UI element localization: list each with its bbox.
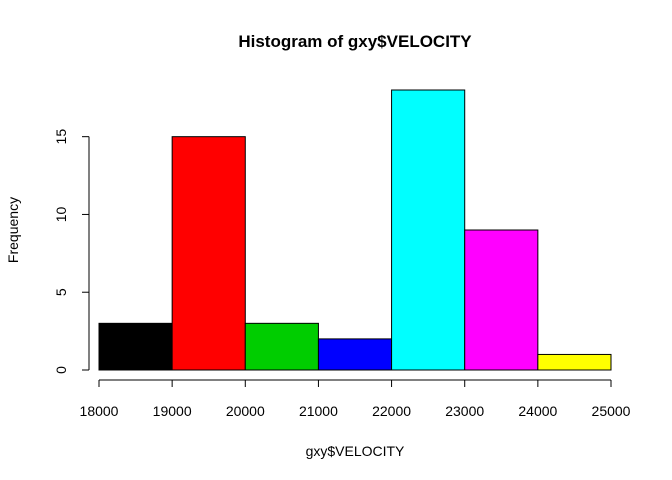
- x-tick-label: 21000: [299, 403, 338, 419]
- x-axis: 18000 19000 20000 21000 22000 23000 24000 25000: [80, 379, 631, 419]
- y-tick-label: 10: [53, 206, 69, 222]
- histogram-bar-3: [244, 322, 319, 371]
- x-tick-label: 19000: [153, 403, 192, 419]
- histogram-bar-4: [317, 338, 393, 371]
- y-tick-label: 15: [53, 129, 69, 145]
- x-tick-label: 22000: [372, 403, 411, 419]
- x-tick-label: 24000: [518, 403, 557, 419]
- histogram-bar-2: [171, 136, 246, 371]
- histogram-bar-7: [537, 353, 612, 371]
- histogram-bar-6: [464, 229, 539, 371]
- x-tick-label: 18000: [80, 403, 119, 419]
- bars-group: [98, 89, 612, 371]
- histogram-bar-1: [98, 322, 173, 371]
- y-axis: 0 5 10 15: [53, 129, 90, 374]
- histogram-bar-5: [391, 89, 466, 371]
- chart-title: Histogram of gxy$VELOCITY: [238, 32, 472, 51]
- y-axis-label: Frequency: [5, 197, 21, 263]
- y-tick-label: 5: [53, 288, 69, 296]
- y-tick-label: 0: [53, 366, 69, 374]
- x-tick-label: 20000: [226, 403, 265, 419]
- x-tick-label: 25000: [592, 403, 631, 419]
- x-axis-label: gxy$VELOCITY: [306, 443, 405, 459]
- x-tick-label: 23000: [445, 403, 484, 419]
